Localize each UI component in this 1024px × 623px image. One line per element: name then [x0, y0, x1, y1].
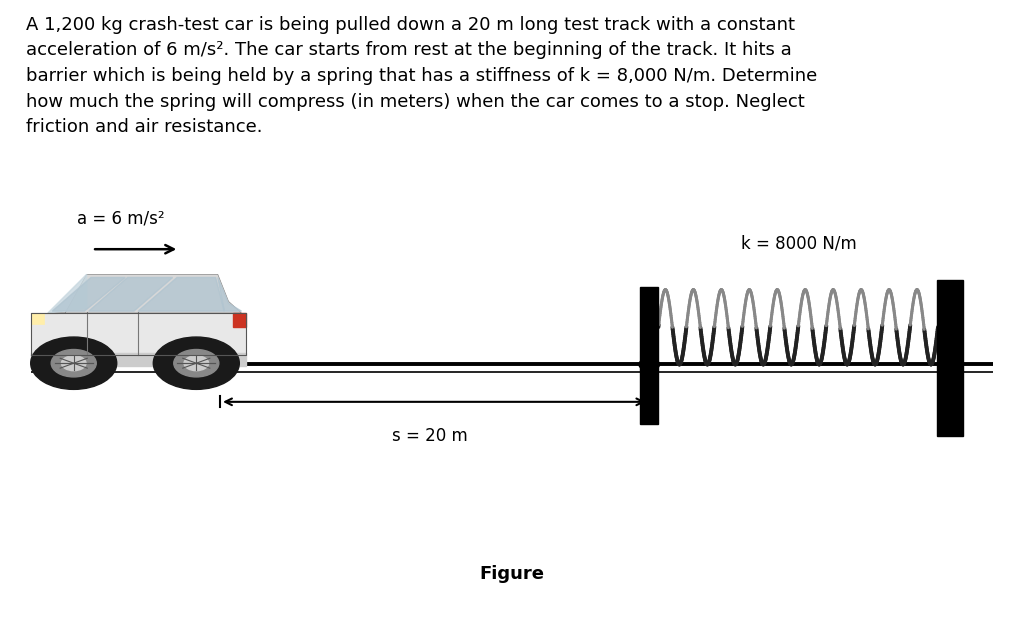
Bar: [31, 313, 44, 324]
Bar: [31, 353, 246, 366]
Circle shape: [184, 356, 209, 371]
Text: a = 6 m/s²: a = 6 m/s²: [77, 209, 165, 227]
Polygon shape: [52, 277, 125, 311]
Text: Figure: Figure: [479, 564, 545, 583]
Circle shape: [154, 337, 240, 389]
Polygon shape: [48, 274, 87, 313]
Circle shape: [639, 358, 659, 371]
Circle shape: [51, 350, 96, 377]
Bar: [232, 313, 246, 326]
Text: s = 20 m: s = 20 m: [392, 427, 468, 445]
Bar: [31, 313, 246, 355]
Bar: [640, 287, 658, 424]
Circle shape: [174, 350, 219, 377]
Polygon shape: [48, 274, 242, 313]
Polygon shape: [138, 277, 224, 311]
Bar: [937, 280, 963, 436]
Text: A 1,200 kg crash-test car is being pulled down a 20 m long test track with a con: A 1,200 kg crash-test car is being pulle…: [26, 16, 817, 136]
Polygon shape: [89, 277, 173, 311]
Text: k = 8000 N/m: k = 8000 N/m: [740, 234, 857, 252]
Circle shape: [61, 356, 86, 371]
Circle shape: [31, 337, 117, 389]
Polygon shape: [218, 277, 242, 311]
